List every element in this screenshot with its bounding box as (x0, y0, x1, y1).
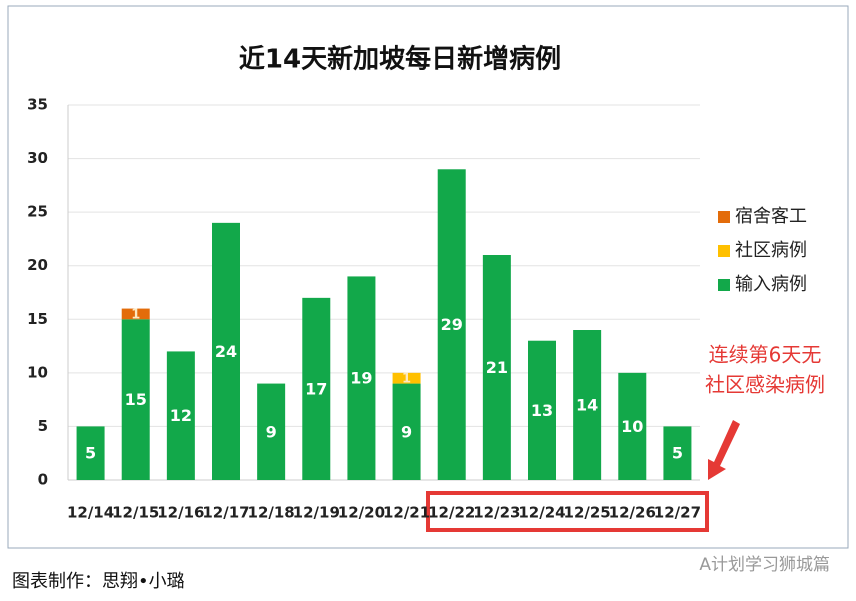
y-tick-label: 25 (27, 203, 48, 221)
legend-label: 输入病例 (735, 274, 807, 295)
legend-swatch (718, 245, 730, 257)
data-label: 1 (131, 307, 140, 322)
x-tick-label: 12/25 (564, 504, 611, 522)
bar-segment (392, 383, 421, 480)
x-tick-label: 12/20 (338, 504, 385, 522)
y-tick-label: 20 (27, 256, 48, 274)
bar-segment (347, 276, 376, 480)
annotation-arrow (708, 420, 740, 480)
bar-segment (121, 308, 150, 320)
x-tick-label: 12/26 (609, 504, 656, 522)
chart-title: 近14天新加坡每日新增病例 (239, 44, 561, 75)
data-label: 5 (672, 444, 683, 463)
x-tick-label: 12/22 (428, 504, 475, 522)
data-label: 12 (170, 406, 192, 425)
data-label: 9 (266, 422, 277, 441)
legend-swatch (718, 279, 730, 291)
bar-segment (618, 372, 647, 480)
data-label: 9 (401, 422, 412, 441)
bar-segment (76, 426, 105, 480)
bar-segment (302, 297, 331, 480)
y-tick-label: 35 (27, 96, 48, 114)
data-label: 24 (215, 342, 237, 361)
data-label: 17 (305, 379, 327, 398)
x-tick-label: 12/18 (248, 504, 295, 522)
bar-segment (121, 319, 150, 480)
y-tick-label: 5 (38, 417, 48, 435)
data-label: 19 (350, 369, 372, 388)
x-tick-label: 12/24 (518, 504, 565, 522)
annotation-line: 连续第6天无 (709, 343, 822, 367)
x-tick-label: 12/19 (293, 504, 340, 522)
x-tick-label: 12/16 (157, 504, 204, 522)
footer: 图表制作：思翔•小璐 (12, 571, 185, 592)
data-label: 13 (531, 401, 553, 420)
y-tick-label: 30 (27, 149, 48, 167)
bar-segment (166, 351, 195, 480)
legend-label: 社区病例 (735, 240, 807, 261)
bar-segment (212, 222, 240, 480)
x-tick-label: 12/27 (654, 504, 701, 522)
data-label: 14 (576, 396, 598, 415)
bar-segment (663, 426, 692, 480)
bar-segment (392, 372, 421, 384)
bar-segment (528, 340, 556, 480)
annotation-line: 社区感染病例 (705, 373, 825, 397)
data-label: 29 (441, 315, 463, 334)
y-tick-label: 0 (38, 471, 48, 489)
x-tick-label: 12/21 (383, 504, 430, 522)
data-label: 1 (402, 372, 411, 387)
legend-label: 宿舍客工 (735, 206, 807, 227)
y-tick-label: 15 (27, 310, 48, 328)
x-tick-label: 12/14 (67, 504, 114, 522)
highlight-box (426, 491, 709, 532)
bar-segment (573, 330, 602, 480)
x-tick-label: 12/23 (473, 504, 520, 522)
bar-segment (257, 383, 286, 480)
watermark: A计划学习狮城篇 (699, 555, 830, 575)
x-tick-label: 12/15 (112, 504, 159, 522)
data-label: 10 (621, 417, 643, 436)
y-tick-label: 10 (27, 363, 48, 381)
bar-segment (482, 255, 511, 480)
x-tick-label: 12/17 (202, 504, 249, 522)
bar-segment (437, 169, 466, 481)
data-label: 21 (486, 358, 508, 377)
data-label: 5 (85, 444, 96, 463)
data-label: 15 (125, 390, 147, 409)
legend-swatch (718, 211, 730, 223)
